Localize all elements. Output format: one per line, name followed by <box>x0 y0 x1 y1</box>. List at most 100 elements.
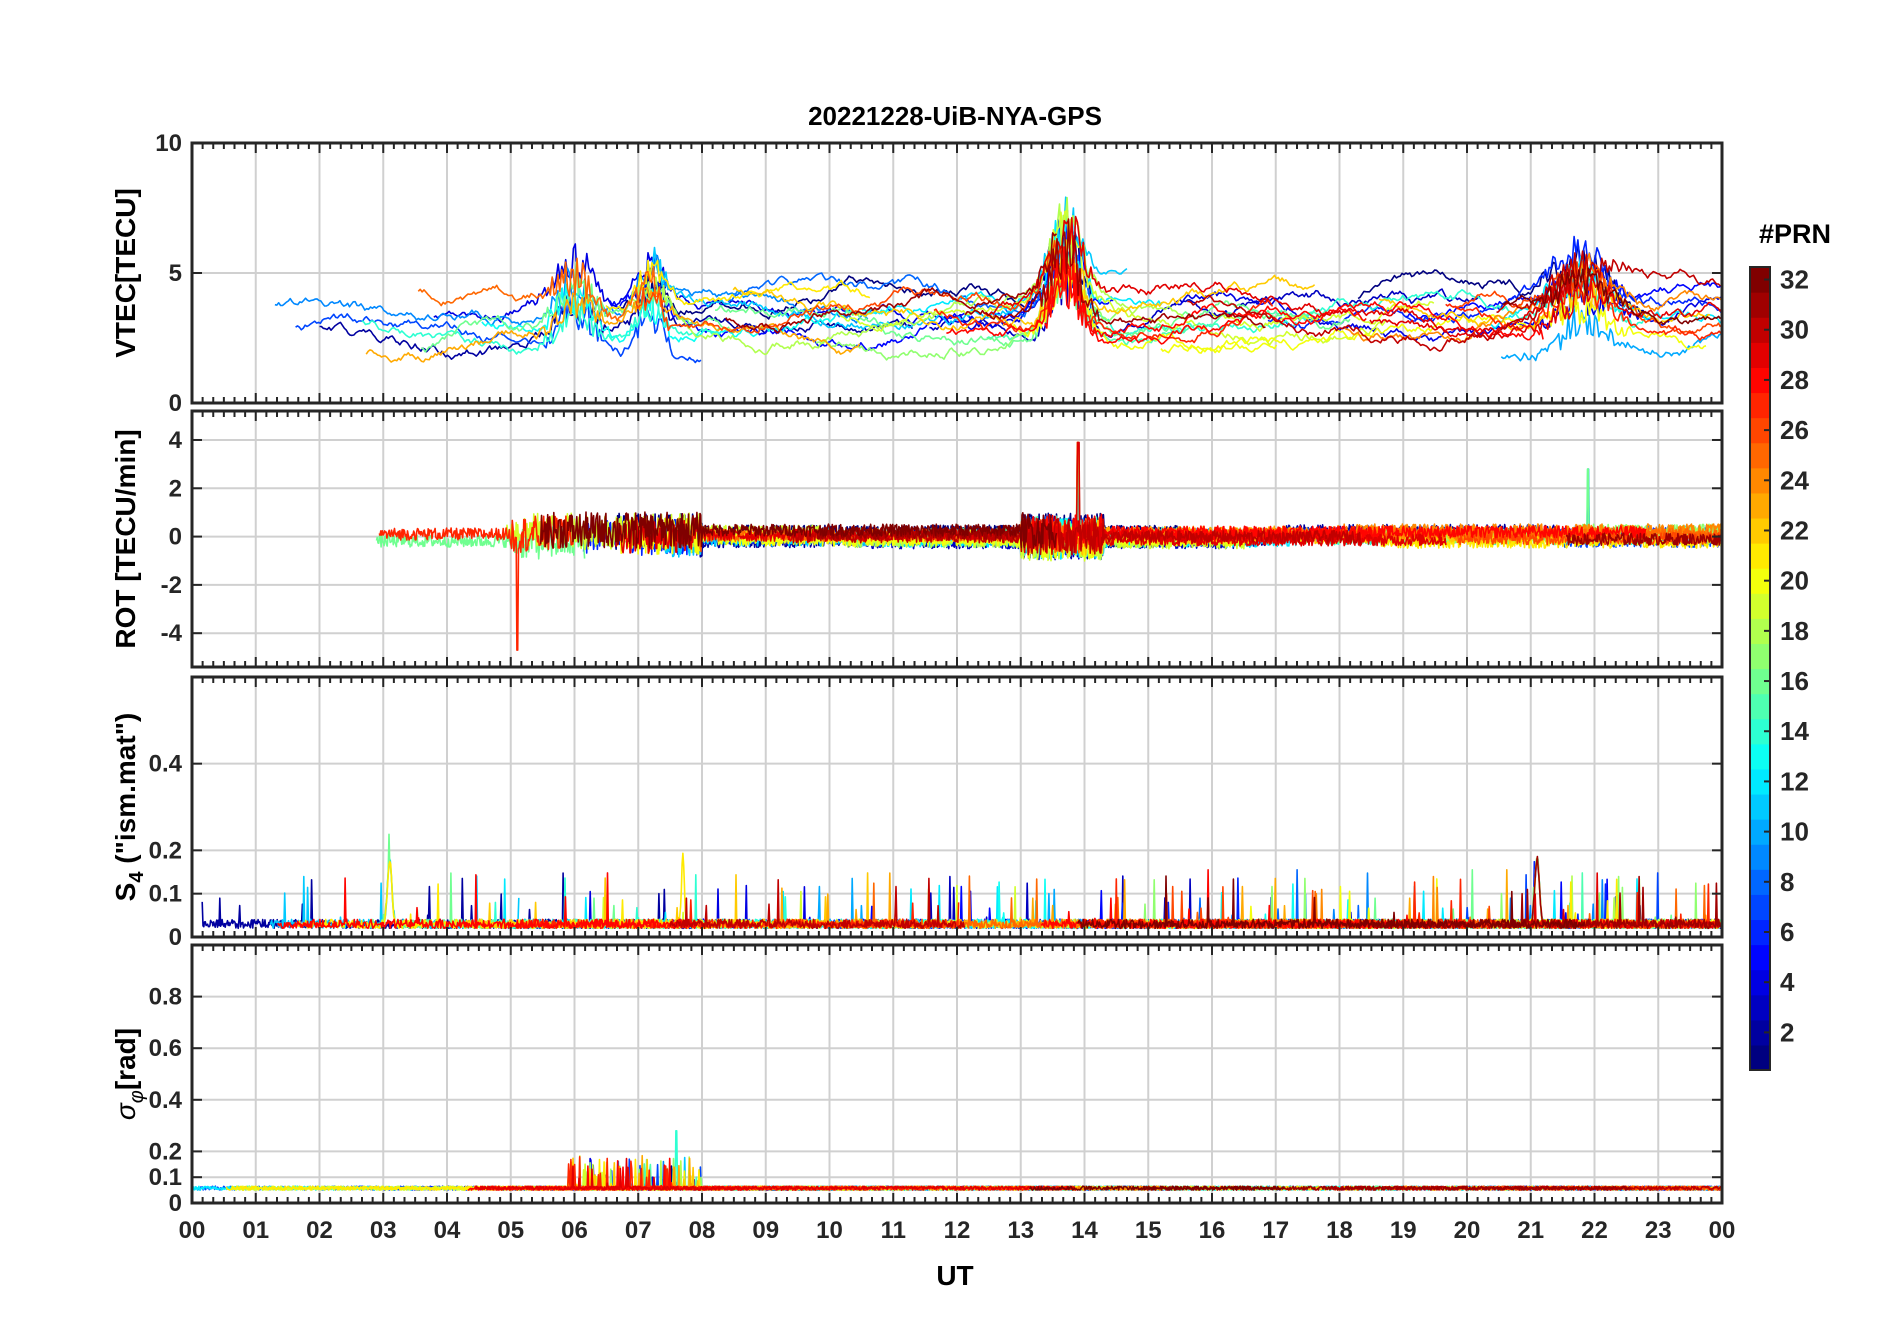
y-tick-label: 0 <box>169 1190 182 1217</box>
x-axis-label: UT <box>936 1260 973 1291</box>
colorbar-segment <box>1750 342 1770 368</box>
colorbar-segment <box>1750 543 1770 569</box>
colorbar-segment <box>1750 267 1770 293</box>
trace-prn-32 <box>540 511 1058 549</box>
x-tick-label: 22 <box>1581 1217 1608 1244</box>
traces-sigma_phi <box>192 1130 1722 1191</box>
panel-vtec: 0 5 10 VTEC[TECU] <box>110 130 1724 417</box>
colorbar-segment <box>1750 768 1770 795</box>
colorbar-segment <box>1750 793 1770 820</box>
colorbar-segment <box>1750 693 1770 720</box>
trace-prn-30 <box>669 877 966 930</box>
x-tick-label: 13 <box>1007 1217 1034 1244</box>
colorbar-tick-label: 18 <box>1780 616 1809 646</box>
colorbar-segment <box>1750 718 1770 745</box>
x-tick-label: 00 <box>179 1217 206 1244</box>
trace-prn-32 <box>1029 1185 1285 1191</box>
colorbar-tick-label: 10 <box>1780 817 1809 847</box>
chart-title: 20221228-UiB-NYA-GPS <box>808 101 1102 131</box>
x-tick-label: 16 <box>1199 1217 1226 1244</box>
y-tick-label: 0.6 <box>149 1035 182 1062</box>
trace-prn-7 <box>295 288 702 364</box>
colorbar-segment <box>1750 994 1770 1021</box>
panel-s4: 0 0.1 0.2 0.4S4 ("ism.mat") <box>110 675 1724 951</box>
trace-prn-28 <box>277 872 698 930</box>
panel-rot: -4 -2 0 2 4 ROT [TECU/min] <box>110 409 1724 669</box>
x-tick-label: 08 <box>689 1217 716 1244</box>
y-tick-label: 0.8 <box>149 984 182 1011</box>
colorbar-segment <box>1750 492 1770 519</box>
colorbar-tick-label: 4 <box>1780 967 1795 997</box>
y-tick-label: 0 <box>169 924 182 951</box>
trace-prn-29 <box>1369 273 1722 339</box>
y-axis-label-sigma_phi: σφ[rad] <box>110 1028 148 1120</box>
y-tick-label: 0.1 <box>149 1164 182 1191</box>
trace-prn-20 <box>1160 292 1707 354</box>
colorbar-tick-label: 32 <box>1780 265 1809 295</box>
trace-prn-32 <box>1502 267 1722 326</box>
x-tick-label: 05 <box>497 1217 524 1244</box>
y-tick-label: 0.4 <box>149 1087 183 1114</box>
x-tick-label: 10 <box>816 1217 843 1244</box>
trace-prn-13 <box>481 283 890 343</box>
y-tick-label: 0.2 <box>149 1138 182 1165</box>
x-tick-label: 03 <box>370 1217 397 1244</box>
colorbar-tick-label: 16 <box>1780 666 1809 696</box>
colorbar-segment <box>1750 417 1770 444</box>
x-tick-label: 23 <box>1645 1217 1672 1244</box>
y-tick-label: 0 <box>169 390 182 417</box>
y-tick-label: -2 <box>161 572 182 599</box>
colorbar-segment <box>1750 292 1770 318</box>
trace-prn-27 <box>933 246 1274 344</box>
trace-prn-19 <box>838 210 1387 346</box>
colorbar-segment <box>1750 643 1770 670</box>
colorbar-tick-label: 26 <box>1780 415 1809 445</box>
x-tick-label: 11 <box>881 1217 906 1244</box>
x-tick-label: 17 <box>1262 1217 1289 1244</box>
x-tick-label: 09 <box>752 1217 779 1244</box>
colorbar-segment <box>1750 944 1770 971</box>
colorbar-segment <box>1750 467 1770 494</box>
trace-prn-29 <box>475 1157 1077 1191</box>
colorbar-tick-label: 6 <box>1780 917 1794 947</box>
colorbar-tick-label: 8 <box>1780 867 1794 897</box>
trace-prn-32 <box>1077 875 1586 930</box>
x-tick-label: 12 <box>944 1217 971 1244</box>
trace-prn-30 <box>1496 250 1721 314</box>
traces-s4 <box>201 833 1722 930</box>
trace-prn-31 <box>1565 532 1722 547</box>
trace-prn-31 <box>725 232 1058 334</box>
trace-prn-31 <box>964 218 1266 329</box>
colorbar-segment <box>1750 969 1770 996</box>
colorbar-segment <box>1750 1044 1770 1071</box>
colorbar-segment <box>1750 919 1770 946</box>
trace-prn-8 <box>727 226 1100 318</box>
colorbar-segment <box>1750 317 1770 343</box>
x-tick-label: 01 <box>242 1217 269 1244</box>
x-tick-label: 21 <box>1517 1217 1544 1244</box>
x-tick-label: 04 <box>434 1217 461 1244</box>
colorbar-tick-label: 12 <box>1780 766 1809 796</box>
colorbar-segment <box>1750 593 1770 619</box>
trace-prn-10 <box>1500 307 1722 362</box>
traces-vtec <box>274 196 1722 364</box>
y-tick-label: 0.2 <box>149 837 182 864</box>
x-tick-label: 18 <box>1326 1217 1353 1244</box>
trace-prn-28 <box>946 258 1544 341</box>
trace-prn-16 <box>715 245 1351 348</box>
colorbar-segment <box>1750 743 1770 770</box>
colorbar-tick-label: 28 <box>1780 365 1809 395</box>
x-tick-label: 20 <box>1454 1217 1481 1244</box>
colorbar-segment <box>1750 668 1770 695</box>
x-tick-label: 00 <box>1709 1217 1736 1244</box>
y-tick-label: 0.4 <box>149 751 183 778</box>
colorbar-tick-label: 14 <box>1780 716 1809 746</box>
colorbar-segment <box>1750 367 1770 394</box>
colorbar-segment <box>1750 392 1770 419</box>
trace-prn-25 <box>417 257 666 322</box>
colorbar-segment <box>1750 869 1770 895</box>
trace-prn-30 <box>1187 269 1577 352</box>
colorbar-tick-label: 30 <box>1780 315 1809 345</box>
